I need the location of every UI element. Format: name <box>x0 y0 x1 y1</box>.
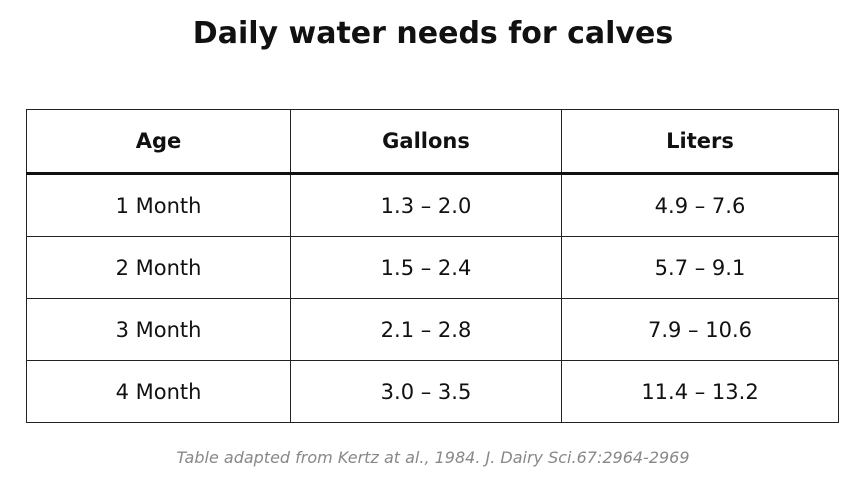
table-cell: 1.3 – 2.0 <box>290 173 562 237</box>
table-cell: 2.1 – 2.8 <box>290 298 562 361</box>
caption: Table adapted from Kertz at al., 1984. J… <box>176 448 690 467</box>
table-cell: 1 Month <box>26 173 291 237</box>
header-cell: Age <box>26 109 291 175</box>
table-cell: 2 Month <box>26 236 291 299</box>
header-cell: Liters <box>561 109 839 175</box>
header-cell: Gallons <box>290 109 562 175</box>
table-row: 1 Month 1.3 – 2.0 4.9 – 7.6 <box>26 173 839 237</box>
table-body: 1 Month 1.3 – 2.0 4.9 – 7.6 2 Month 1.5 – 2.… <box>26 173 839 423</box>
table-cell: 7.9 – 10.6 <box>561 298 839 361</box>
table: Age Gallons Liters 1 Month 1.3 – 2.0 4.9 – 7… <box>26 109 839 423</box>
table-cell: 5.7 – 9.1 <box>561 236 839 299</box>
table-row: 3 Month 2.1 – 2.8 7.9 – 10.6 <box>26 298 839 361</box>
table-row: 2 Month 1.5 – 2.4 5.7 – 9.1 <box>26 236 839 299</box>
header-row: Age Gallons Liters <box>26 109 839 175</box>
table-cell: 11.4 – 13.2 <box>561 360 839 423</box>
table-cell: 1.5 – 2.4 <box>290 236 562 299</box>
table-cell: 3 Month <box>26 298 291 361</box>
table-cell: 4.9 – 7.6 <box>561 173 839 237</box>
title: Daily water needs for calves <box>192 16 674 51</box>
table-cell: 4 Month <box>26 360 291 423</box>
table-row: 4 Month 3.0 – 3.5 11.4 – 13.2 <box>26 360 839 423</box>
table-cell: 3.0 – 3.5 <box>290 360 562 423</box>
